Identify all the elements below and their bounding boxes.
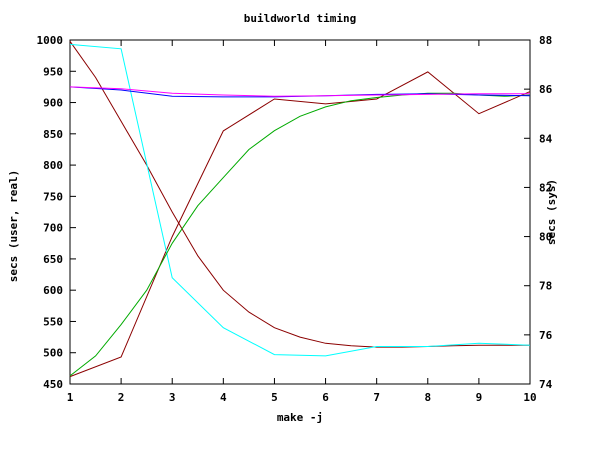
x-tick-label: 4 (220, 391, 227, 404)
x-tick-label: 10 (523, 391, 536, 404)
x-tick-label: 8 (424, 391, 431, 404)
series-line-5 (69, 86, 531, 98)
y-tick-label: 750 (43, 190, 63, 203)
y-tick-label: 650 (43, 253, 63, 266)
x-tick-label: 9 (476, 391, 483, 404)
series-line-3 (69, 43, 531, 357)
x-tick-label: 7 (373, 391, 380, 404)
y-tick-label: 850 (43, 128, 63, 141)
y2-axis-label: secs (sys) (545, 179, 558, 245)
y2-tick-label: 84 (539, 132, 553, 145)
y-tick-label: 550 (43, 315, 63, 328)
x-tick-label: 2 (118, 391, 125, 404)
x-tick-label: 3 (169, 391, 176, 404)
y-tick-label: 500 (43, 347, 63, 360)
y-tick-label: 950 (43, 65, 63, 78)
series-line-6 (69, 86, 530, 97)
y2-tick-label: 80 (539, 231, 552, 244)
axis-ticks: 1 2 3 4 5 6 7 8 9 1045050055060065070075080085090… (37, 34, 553, 404)
series-group (69, 41, 531, 378)
y2-tick-label: 76 (539, 329, 553, 342)
y-tick-label: 450 (43, 378, 63, 391)
y2-tick-label: 78 (539, 280, 552, 293)
chart-title: buildworld timing (244, 12, 357, 25)
plot-frame (69, 39, 531, 385)
y-tick-label: 1000 (37, 34, 64, 47)
y2-tick-label: 74 (539, 378, 553, 391)
y-axis-label: secs (user, real) (7, 170, 20, 283)
y-tick-label: 900 (43, 97, 63, 110)
x-tick-label: 6 (322, 391, 329, 404)
x-tick-label: 1 (67, 391, 74, 404)
x-tick-label: 5 (271, 391, 278, 404)
y-tick-label: 800 (43, 159, 63, 172)
x-axis-label: make -j (277, 411, 323, 424)
y2-tick-label: 86 (539, 83, 553, 96)
series-line-1 (69, 71, 531, 378)
y2-tick-label: 82 (539, 181, 552, 194)
series-line-4 (69, 92, 531, 377)
y-tick-label: 600 (43, 284, 63, 297)
y2-tick-label: 88 (539, 34, 552, 47)
y-tick-label: 700 (43, 222, 63, 235)
